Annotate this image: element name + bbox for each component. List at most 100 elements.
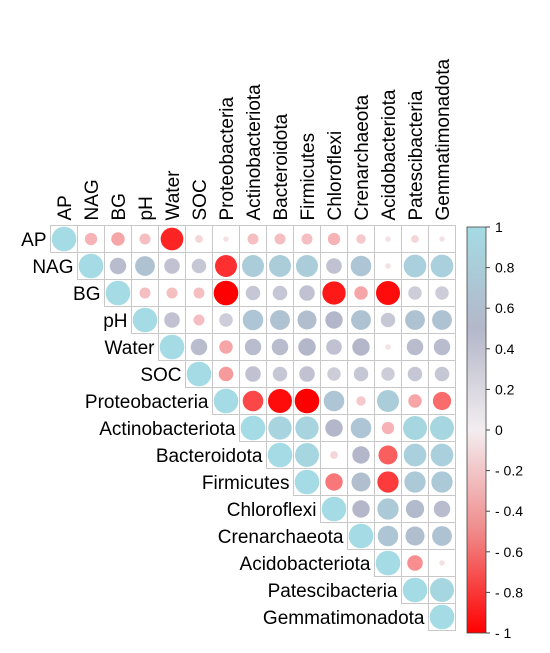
- correlation-circle-proteobacteria-crenarchaeota: [356, 396, 366, 406]
- correlation-circle-firmicutes-chloroflexi: [325, 473, 343, 491]
- correlation-circle-bg-firmicutes: [299, 285, 315, 301]
- correlation-circle-water-chloroflexi: [326, 339, 342, 355]
- grid-cell: [239, 225, 267, 253]
- correlation-circle-nag-chloroflexi: [326, 258, 342, 274]
- correlation-circle-ph-proteobacteria: [219, 313, 233, 327]
- row-label-gemmatimonadota: Gemmatimonadota: [263, 608, 425, 629]
- column-label-bacteroidota: Bacteroidota: [271, 113, 292, 220]
- column-label-water: Water: [163, 170, 184, 221]
- correlation-circle-ph-ph: [132, 307, 158, 333]
- row-label-bg: BG: [73, 284, 100, 305]
- colorbar-tick-label: 0: [495, 422, 503, 438]
- correlation-circle-nag-patescibacteria: [403, 254, 427, 278]
- correlation-circle-bg-proteobacteria: [213, 280, 239, 306]
- colorbar-tick-label: - 0.4: [495, 503, 523, 519]
- correlation-circle-ap-chloroflexi: [327, 232, 341, 246]
- correlation-circle-actinobacteriota-acidobacteriota: [381, 421, 395, 435]
- correlation-circle-water-crenarchaeota: [352, 338, 370, 356]
- column-label-nag: NAG: [82, 179, 103, 220]
- correlation-circle-bg-water: [166, 287, 178, 299]
- correlation-circle-bg-bacteroidota: [272, 285, 288, 301]
- correlation-circle-crenarchaeota-acidobacteriota: [377, 525, 399, 547]
- correlation-circle-proteobacteria-actinobacteriota: [242, 390, 264, 412]
- correlation-circle-actinobacteriota-crenarchaeota: [350, 417, 372, 439]
- correlation-circle-ph-chloroflexi: [325, 311, 343, 329]
- correlation-circle-nag-ph: [135, 256, 155, 276]
- correlation-circle-firmicutes-acidobacteriota: [377, 471, 399, 493]
- correlation-circle-ap-bacteroidota: [274, 233, 286, 245]
- correlation-circle-chloroflexi-gemmatimonadota: [433, 500, 451, 518]
- correlation-circle-ap-ap: [51, 226, 77, 252]
- correlation-circle-firmicutes-patescibacteria: [404, 471, 426, 493]
- colorbar-gradient: [466, 226, 487, 634]
- correlation-circle-soc-patescibacteria: [407, 366, 423, 382]
- correlation-circle-patescibacteria-patescibacteria: [402, 577, 428, 603]
- column-label-proteobacteria: Proteobacteria: [217, 96, 238, 220]
- correlation-circle-chloroflexi-chloroflexi: [321, 496, 347, 522]
- correlation-circle-nag-soc: [191, 258, 207, 274]
- correlation-circle-bg-gemmatimonadota: [435, 286, 449, 300]
- column-label-ap: AP: [55, 195, 76, 220]
- correlation-circle-nag-nag: [78, 253, 104, 279]
- correlation-circle-ap-proteobacteria: [223, 236, 229, 242]
- column-label-acidobacteriota: Acidobacteriota: [379, 89, 400, 220]
- correlation-circle-proteobacteria-acidobacteriota: [376, 389, 400, 413]
- row-label-soc: SOC: [140, 365, 181, 386]
- correlation-circle-bacteroidota-crenarchaeota: [352, 446, 370, 464]
- correlation-circle-soc-chloroflexi: [327, 367, 341, 381]
- correlation-circle-bacteroidota-bacteroidota: [267, 442, 293, 468]
- correlation-circle-soc-acidobacteriota: [381, 367, 395, 381]
- row-label-actinobacteriota: Actinobacteriota: [99, 419, 236, 440]
- column-label-chloroflexi: Chloroflexi: [325, 131, 346, 221]
- row-label-proteobacteria: Proteobacteria: [85, 392, 209, 413]
- column-label-gemmatimonadota: Gemmatimonadota: [433, 58, 454, 220]
- correlation-circle-soc-gemmatimonadota: [434, 366, 450, 382]
- correlation-circle-ph-crenarchaeota: [351, 310, 371, 330]
- correlation-circle-actinobacteriota-patescibacteria: [403, 416, 427, 440]
- correlation-circle-chloroflexi-acidobacteriota: [377, 498, 399, 520]
- correlation-circle-nag-gemmatimonadota: [430, 254, 454, 278]
- correlation-circle-soc-firmicutes: [299, 366, 315, 382]
- correlation-circle-water-proteobacteria: [219, 340, 233, 354]
- correlation-circle-soc-bacteroidota: [272, 366, 288, 382]
- correlation-circle-crenarchaeota-crenarchaeota: [348, 523, 374, 549]
- correlation-circle-bg-patescibacteria: [408, 286, 422, 300]
- colorbar-tick-label: 0.2: [495, 381, 515, 397]
- correlation-circle-ph-water: [164, 312, 180, 328]
- correlation-circle-firmicutes-firmicutes: [294, 469, 320, 495]
- column-label-actinobacteriota: Actinobacteriota: [244, 84, 265, 221]
- column-label-patescibacteria: Patescibacteria: [406, 90, 427, 220]
- correlation-circle-water-water: [159, 334, 185, 360]
- row-label-chloroflexi: Chloroflexi: [227, 500, 317, 521]
- correlation-circle-proteobacteria-proteobacteria: [213, 388, 239, 414]
- correlation-circle-ap-gemmatimonadota: [439, 236, 445, 242]
- correlation-circle-actinobacteriota-gemmatimonadota: [430, 416, 454, 440]
- row-label-crenarchaeota: Crenarchaeota: [218, 527, 344, 548]
- correlation-circle-bacteroidota-firmicutes: [295, 443, 319, 467]
- circles: [51, 226, 455, 630]
- colorbar-tick-label: - 1: [495, 625, 512, 641]
- correlation-circle-ap-acidobacteriota: [385, 236, 391, 242]
- correlation-circle-actinobacteriota-actinobacteriota: [240, 415, 266, 441]
- column-label-firmicutes: Firmicutes: [298, 133, 319, 221]
- column-label-crenarchaeota: Crenarchaeota: [352, 94, 373, 220]
- colorbar-tick-label: 1: [495, 219, 503, 235]
- correlation-circle-chloroflexi-patescibacteria: [405, 499, 425, 519]
- correlation-circle-proteobacteria-firmicutes: [294, 388, 320, 414]
- correlation-circle-actinobacteriota-firmicutes: [295, 416, 319, 440]
- correlation-circle-ph-firmicutes: [297, 310, 317, 330]
- colorbar-tick-label: - 0.8: [495, 584, 523, 600]
- correlation-circle-nag-actinobacteriota: [241, 254, 265, 278]
- correlation-circle-bacteroidota-acidobacteriota: [378, 445, 398, 465]
- row-label-firmicutes: Firmicutes: [202, 473, 290, 494]
- correlation-circle-firmicutes-gemmatimonadota: [431, 471, 453, 493]
- colorbar-tick-label: 0.8: [495, 260, 515, 276]
- correlation-circle-proteobacteria-patescibacteria: [408, 394, 422, 408]
- correlation-circle-soc-proteobacteria: [218, 366, 234, 382]
- correlation-circle-ph-actinobacteriota: [242, 309, 264, 331]
- correlation-circle-soc-actinobacteriota: [245, 366, 261, 382]
- correlation-circle-ap-bg: [111, 232, 125, 246]
- correlation-circle-actinobacteriota-bacteroidota: [268, 416, 292, 440]
- correlation-circle-crenarchaeota-gemmatimonadota: [432, 526, 452, 546]
